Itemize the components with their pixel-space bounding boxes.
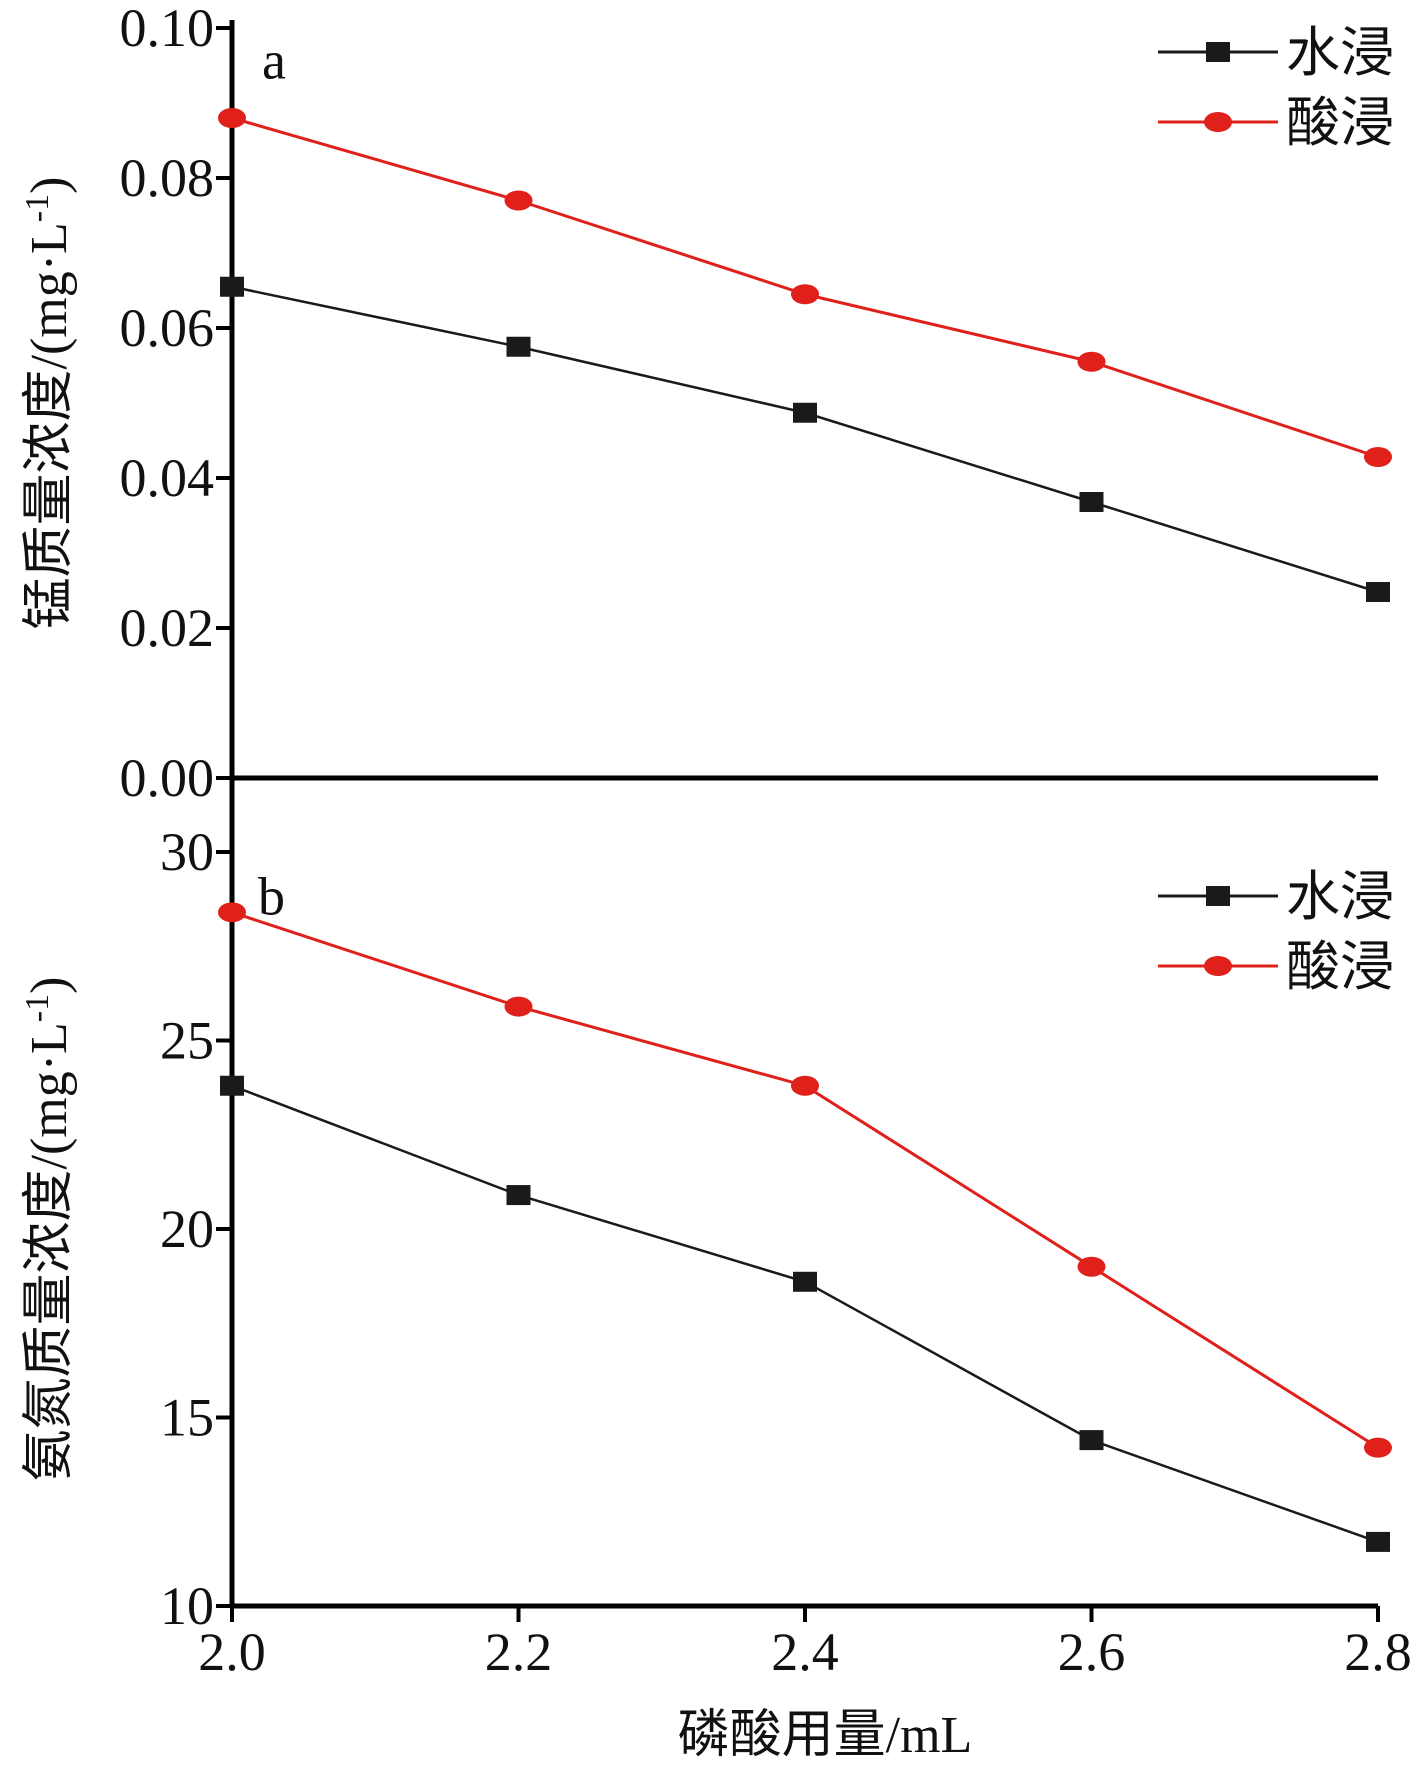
legend-marker-square: [1206, 42, 1230, 62]
data-point-circle: [1364, 1437, 1392, 1458]
x-tick-label: 2.6: [1058, 1622, 1126, 1682]
y-axis-title-main: 氨氮质量浓度/(mg·L: [21, 1022, 78, 1481]
y-axis-title-main: 锰质量浓度/(mg·L: [21, 222, 78, 629]
data-point-circle: [1077, 351, 1106, 372]
data-point-square: [1079, 492, 1104, 512]
y-axis-title: 氨氮质量浓度/(mg·L-1): [19, 977, 78, 1482]
data-point-square: [506, 336, 531, 357]
data-point-circle: [1077, 1256, 1106, 1277]
data-point-square: [220, 276, 244, 297]
y-tick-label: 0.00: [120, 748, 215, 808]
y-tick-label: 0.08: [120, 148, 215, 208]
data-point-circle: [504, 996, 533, 1017]
y-tick-label: 0.02: [120, 598, 215, 658]
chart-panel-a: 0.00 0.02 0.04 0.06 0.08 0.10 a 锰质量浓度/(mg·L-1) 水…: [19, 0, 1394, 808]
y-axis-title-exponent: -1: [19, 994, 56, 1022]
legend-label: 水浸: [1286, 867, 1394, 927]
data-point-circle: [218, 902, 246, 923]
data-point-square: [793, 1271, 817, 1292]
data-point-square: [1366, 1531, 1390, 1552]
panel-label: b: [258, 866, 285, 926]
data-point-square: [1366, 582, 1390, 602]
y-tick-label: 0.10: [120, 0, 215, 58]
legend-marker-circle: [1204, 112, 1232, 132]
x-tick-label: 2.4: [771, 1622, 839, 1682]
series-line-water: [231, 285, 1379, 594]
y-axis-title: 锰质量浓度/(mg·L-1): [19, 177, 78, 630]
legend-label: 酸浸: [1286, 93, 1394, 153]
data-point-square: [220, 1075, 244, 1096]
data-point-circle: [504, 190, 533, 211]
y-tick-label: 0.04: [120, 448, 215, 508]
y-tick-label: 15: [160, 1388, 214, 1448]
y-tick-label: 20: [160, 1199, 214, 1259]
y-tick-label: 10: [160, 1576, 214, 1636]
series-line-water: [231, 1084, 1379, 1544]
x-axis-title: 磷酸用量/mL: [678, 1707, 973, 1764]
y-tick-label: 25: [160, 1011, 214, 1071]
series-line-acid: [231, 910, 1379, 1449]
data-point-circle: [791, 284, 819, 305]
y-tick-label: 30: [160, 822, 214, 882]
x-tick-label: 2.0: [198, 1622, 266, 1682]
data-point-square: [793, 402, 817, 423]
legend-marker-circle: [1204, 956, 1232, 976]
y-axis-title-close: ): [21, 177, 78, 194]
x-tick-label: 2.8: [1344, 1622, 1412, 1682]
y-axis-title-close: ): [21, 977, 78, 994]
data-point-circle: [791, 1075, 819, 1096]
data-point-circle: [1364, 447, 1392, 467]
legend-label: 酸浸: [1286, 937, 1394, 997]
y-axis-title-exponent: -1: [19, 194, 56, 222]
x-tick-label: 2.2: [485, 1622, 553, 1682]
data-point-square: [1079, 1430, 1104, 1451]
panel-label: a: [262, 30, 286, 90]
y-tick-label: 0.06: [120, 298, 215, 358]
legend-label: 水浸: [1286, 23, 1394, 83]
data-point-square: [506, 1185, 531, 1206]
legend-marker-square: [1206, 886, 1230, 906]
data-point-circle: [218, 108, 246, 128]
